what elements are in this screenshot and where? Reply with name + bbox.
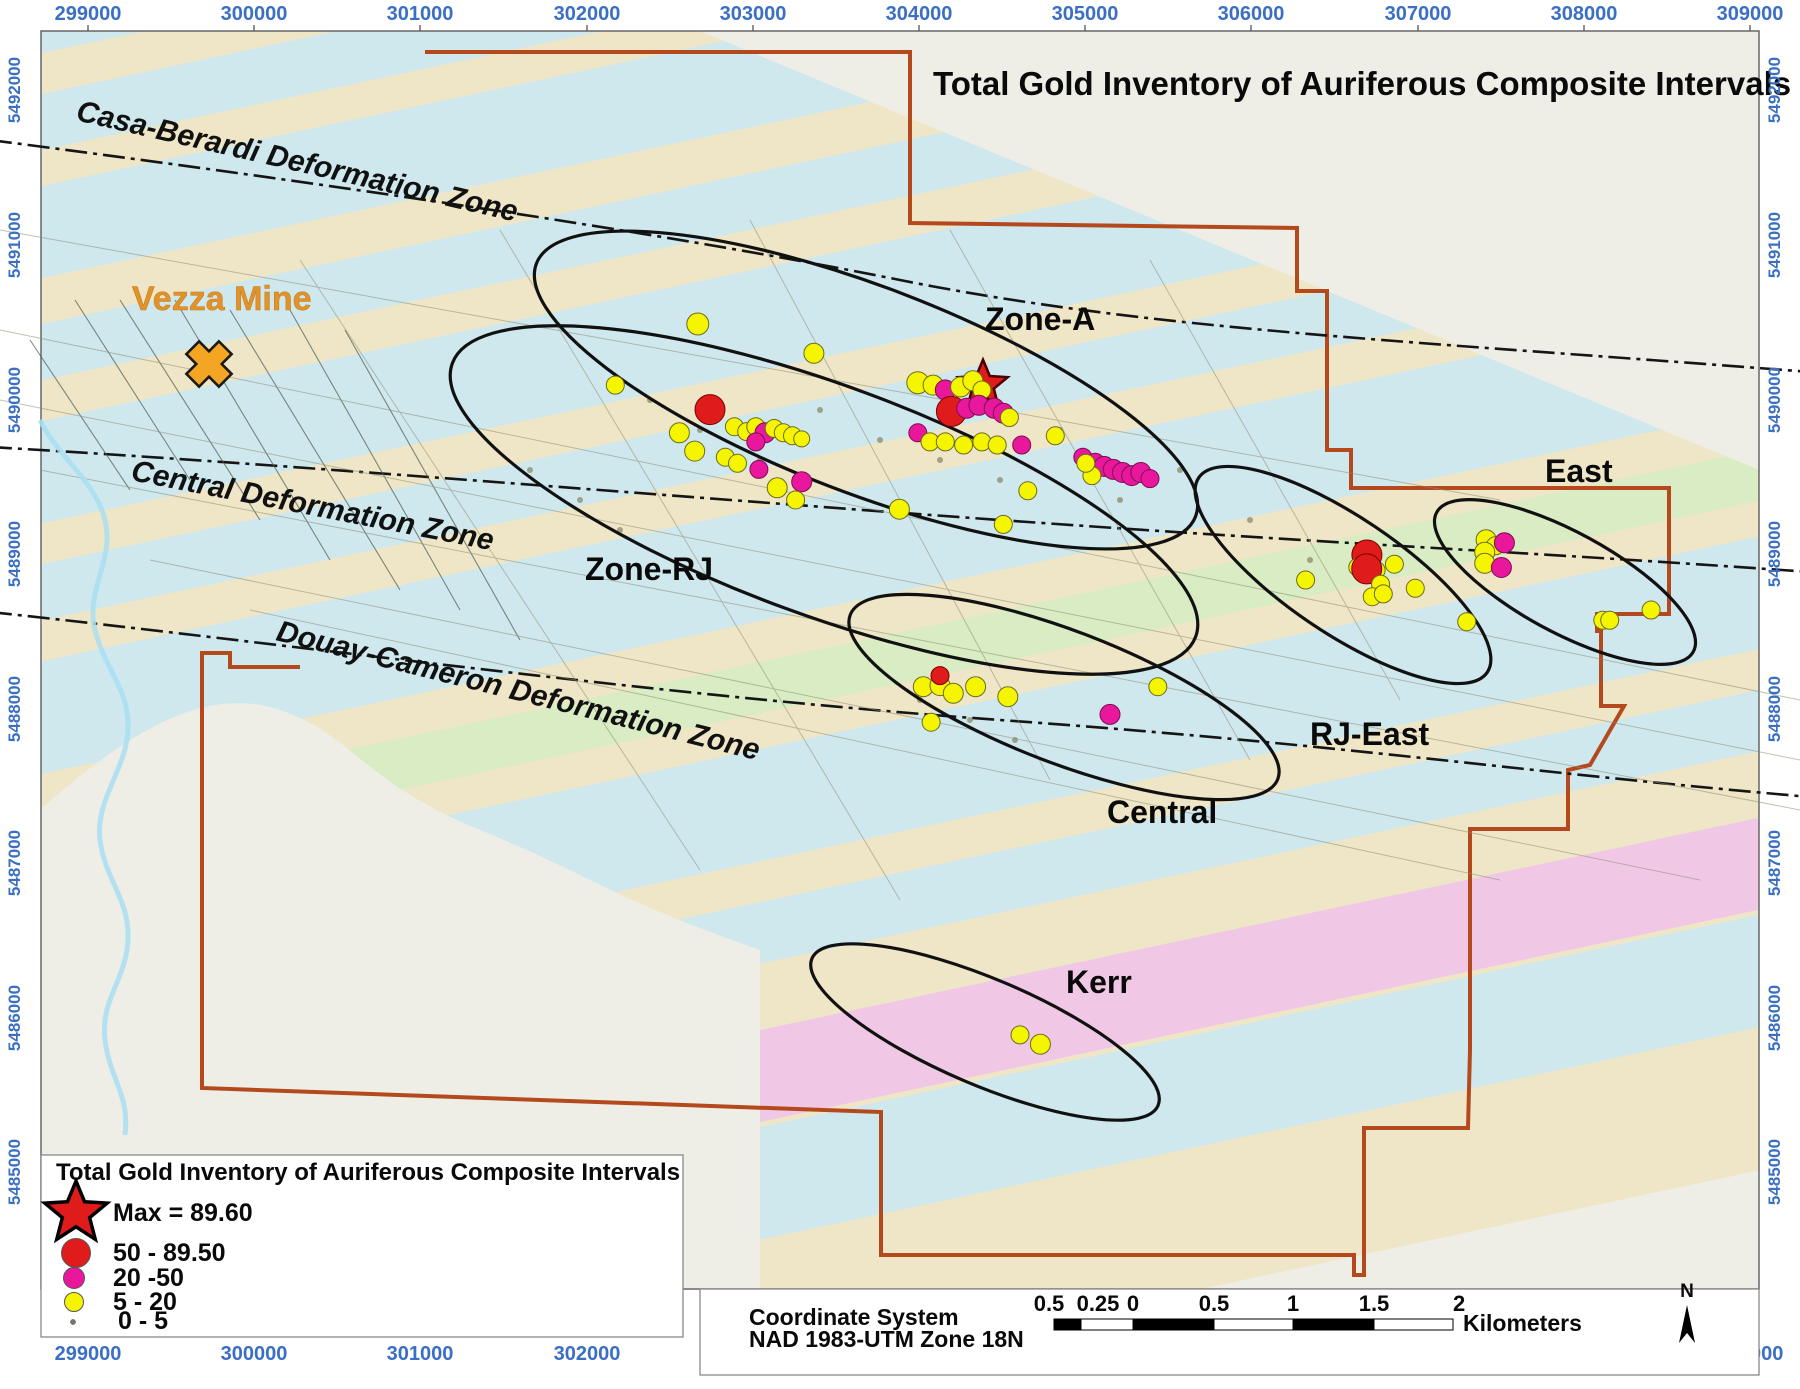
svg-text:0.25: 0.25 [1077, 1291, 1120, 1316]
svg-text:0: 0 [1127, 1291, 1139, 1316]
svg-text:306000: 306000 [1218, 3, 1285, 25]
svg-text:299000: 299000 [55, 1343, 122, 1365]
svg-text:Kerr: Kerr [1066, 964, 1132, 1000]
svg-text:308000: 308000 [1551, 3, 1618, 25]
svg-text:5487000: 5487000 [1765, 830, 1784, 896]
svg-text:5490000: 5490000 [1765, 367, 1784, 433]
svg-text:307000: 307000 [1385, 3, 1452, 25]
svg-text:50 - 89.50: 50 - 89.50 [113, 1239, 226, 1267]
svg-text:5492000: 5492000 [5, 57, 24, 123]
svg-text:301000: 301000 [387, 3, 454, 25]
svg-text:East: East [1545, 453, 1613, 489]
svg-text:5485000: 5485000 [1765, 1139, 1784, 1205]
svg-text:Vezza Mine: Vezza Mine [132, 280, 312, 318]
svg-text:Zone-RJ: Zone-RJ [585, 551, 713, 587]
svg-text:301000: 301000 [387, 1343, 454, 1365]
svg-text:5486000: 5486000 [1765, 985, 1784, 1051]
svg-text:5485000: 5485000 [5, 1139, 24, 1205]
svg-text:5489000: 5489000 [1765, 521, 1784, 587]
svg-text:5492000: 5492000 [1765, 57, 1784, 123]
svg-text:299000: 299000 [55, 3, 122, 25]
svg-text:Max = 89.60: Max = 89.60 [113, 1199, 253, 1227]
svg-text:RJ-East: RJ-East [1310, 716, 1430, 752]
svg-text:1: 1 [1287, 1291, 1299, 1316]
svg-text:309000: 309000 [1717, 3, 1784, 25]
svg-text:300000: 300000 [221, 1343, 288, 1365]
svg-text:5490000: 5490000 [5, 367, 24, 433]
svg-text:0 - 5: 0 - 5 [118, 1307, 168, 1335]
svg-text:5489000: 5489000 [5, 521, 24, 587]
svg-text:302000: 302000 [554, 3, 621, 25]
svg-text:5491000: 5491000 [5, 212, 24, 278]
svg-text:302000: 302000 [554, 1343, 621, 1365]
svg-text:5486000: 5486000 [5, 985, 24, 1051]
svg-text:Central: Central [1107, 794, 1217, 830]
svg-text:305000: 305000 [1052, 3, 1119, 25]
svg-text:NAD 1983-UTM Zone 18N: NAD 1983-UTM Zone 18N [749, 1326, 1024, 1352]
svg-text:Kilometers: Kilometers [1463, 1310, 1582, 1336]
svg-text:Total Gold Inventory of Aurife: Total Gold Inventory of Auriferous Compo… [56, 1159, 680, 1186]
svg-text:1.5: 1.5 [1359, 1291, 1390, 1316]
svg-text:5488000: 5488000 [1765, 676, 1784, 742]
svg-text:300000: 300000 [221, 3, 288, 25]
svg-text:5491000: 5491000 [1765, 212, 1784, 278]
svg-text:N: N [1680, 1281, 1694, 1302]
svg-text:Total Gold Inventory of Aurife: Total Gold Inventory of Auriferous Compo… [933, 65, 1791, 102]
svg-text:0.5: 0.5 [1034, 1291, 1065, 1316]
svg-text:0.5: 0.5 [1199, 1291, 1230, 1316]
svg-text:5487000: 5487000 [5, 830, 24, 896]
svg-text:5488000: 5488000 [5, 676, 24, 742]
svg-text:304000: 304000 [886, 3, 953, 25]
svg-text:303000: 303000 [720, 3, 787, 25]
svg-text:Zone-A: Zone-A [985, 301, 1095, 337]
